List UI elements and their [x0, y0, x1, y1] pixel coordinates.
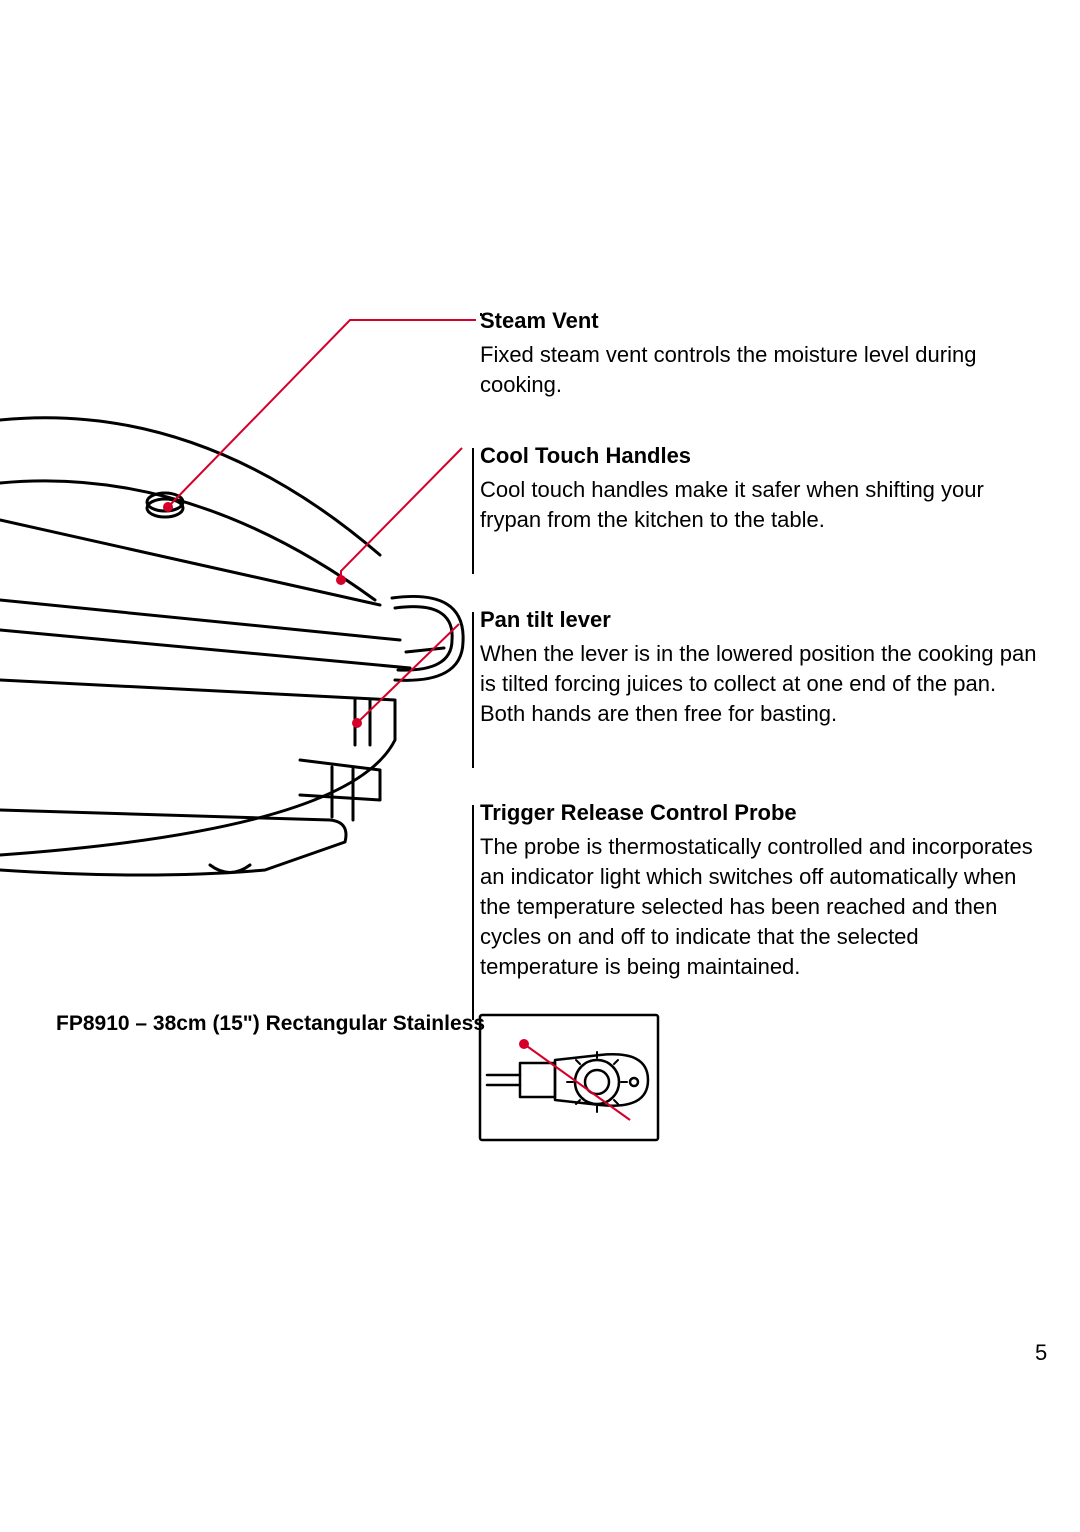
feature-rule-steam_vent: [480, 313, 482, 316]
callout-dot-2: [352, 718, 362, 728]
feature-title-trigger_probe: Trigger Release Control Probe: [480, 800, 1040, 826]
feature-body-trigger_probe: The probe is thermostatically controlled…: [480, 832, 1040, 982]
feature-trigger_probe: Trigger Release Control Probe The probe i…: [480, 800, 1040, 982]
product-illustration: [0, 0, 1080, 1532]
feature-steam_vent: Steam Vent Fixed steam vent controls the …: [480, 308, 1040, 400]
callout-line-0: [168, 320, 476, 507]
feature-body-pan_tilt: When the lever is in the lowered positio…: [480, 639, 1040, 729]
feature-cool_touch: Cool Touch Handles Cool touch handles mak…: [480, 443, 1040, 535]
callout-dot-1: [336, 575, 346, 585]
feature-title-steam_vent: Steam Vent: [480, 308, 1040, 334]
callout-dot-0: [163, 502, 173, 512]
feature-rule-pan_tilt: [472, 612, 474, 768]
feature-rule-trigger_probe: [472, 805, 474, 1020]
feature-body-cool_touch: Cool touch handles make it safer when sh…: [480, 475, 1040, 535]
model-label: FP8910 – 38cm (15") Rectangular Stainles…: [56, 1012, 485, 1036]
page-number: 5: [1035, 1340, 1047, 1366]
callout-dot-3: [519, 1039, 529, 1049]
feature-title-pan_tilt: Pan tilt lever: [480, 607, 1040, 633]
callout-line-1: [341, 448, 462, 580]
feature-rule-cool_touch: [472, 448, 474, 574]
page-root: Steam Vent Fixed steam vent controls the …: [0, 0, 1080, 1532]
feature-body-steam_vent: Fixed steam vent controls the moisture l…: [480, 340, 1040, 400]
feature-pan_tilt: Pan tilt lever When the lever is in the l…: [480, 607, 1040, 729]
feature-title-cool_touch: Cool Touch Handles: [480, 443, 1040, 469]
